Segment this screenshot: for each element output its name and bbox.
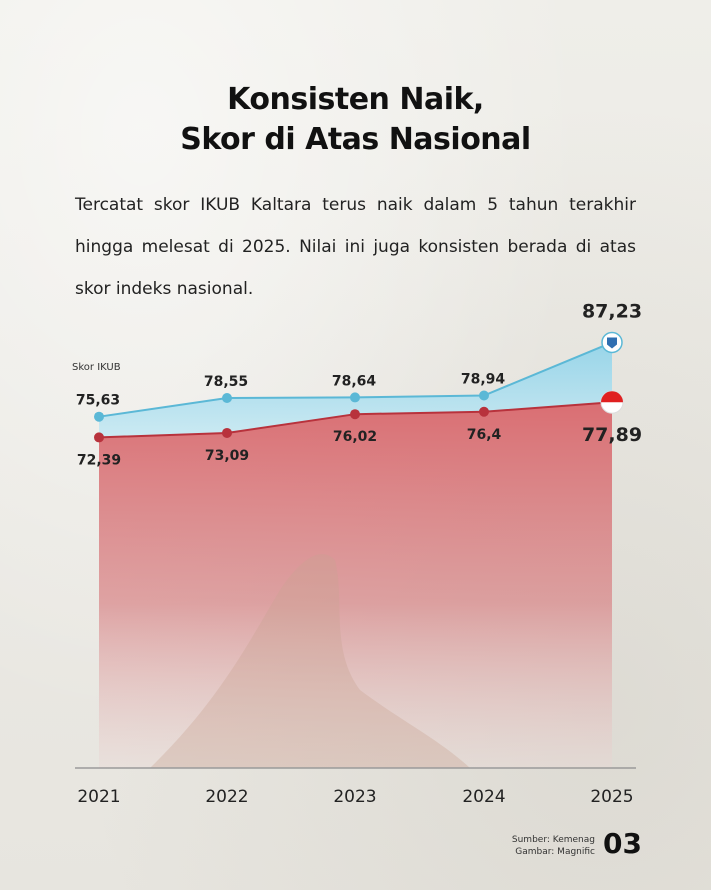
hands-image [150, 554, 470, 768]
ikub-value-label: 78,55 [204, 374, 248, 390]
ikub-point [350, 392, 360, 403]
x-tick-label: 2024 [462, 787, 505, 807]
credits: Sumber: Kemenag Gambar: Magnific [512, 834, 595, 858]
ikub-value-label: 87,23 [582, 300, 642, 322]
national-value-label: 72,39 [77, 452, 121, 468]
national-value-label: 76,4 [467, 427, 502, 443]
national-point [94, 432, 104, 443]
ikub-point [222, 393, 232, 403]
ikub-gap-area [99, 342, 612, 438]
ikub-point [479, 390, 489, 401]
ikub-value-label: 78,94 [461, 372, 506, 388]
x-tick-label: 2023 [333, 787, 376, 807]
title-line-2: Skor di Atas Nasional [180, 122, 531, 157]
image-credit: Gambar: Magnific [515, 847, 595, 857]
ikub-value-label: 75,63 [76, 393, 120, 409]
ikub-value-label: 78,64 [332, 373, 377, 389]
x-tick-label: 2022 [205, 787, 248, 807]
national-value-label: 77,89 [582, 424, 642, 446]
x-tick-label: 2025 [590, 787, 633, 807]
national-point [479, 406, 489, 417]
national-value-label: 73,09 [205, 448, 249, 464]
ikub-point [94, 411, 104, 422]
national-point [222, 427, 232, 438]
kaltara-emblem-shape [607, 337, 617, 349]
title-line-1: Konsisten Naik, [227, 82, 484, 117]
page-title: Konsisten Naik, Skor di Atas Nasional [0, 80, 711, 160]
national-value-label: 76,02 [333, 429, 377, 445]
indonesia-flag-red-half [601, 391, 623, 403]
chart-series-label: Skor IKUB [72, 362, 121, 373]
x-tick-label: 2021 [77, 787, 120, 807]
intro-paragraph: Tercatat skor IKUB Kaltara terus naik da… [75, 195, 636, 299]
national-area [99, 402, 612, 768]
national-point [350, 409, 360, 420]
source-credit: Sumber: Kemenag [511, 835, 595, 845]
page-number: 03 [603, 827, 642, 860]
